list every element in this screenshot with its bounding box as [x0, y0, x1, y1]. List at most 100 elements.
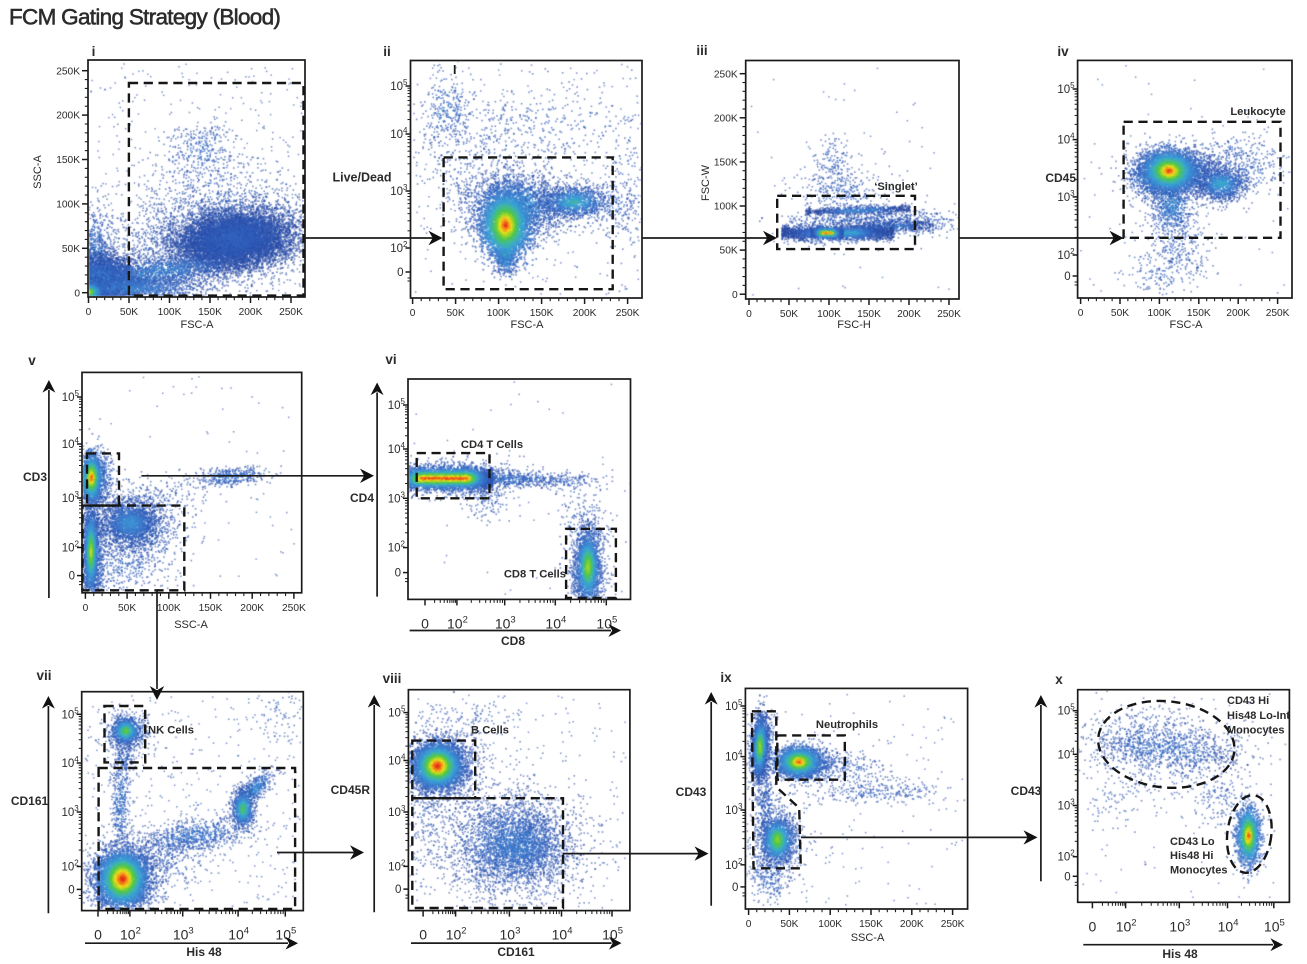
svg-text:50K: 50K [1111, 308, 1129, 319]
svg-text:Monocytes: Monocytes [1170, 865, 1227, 877]
svg-text:250K: 250K [282, 603, 306, 614]
svg-text:200K: 200K [897, 309, 921, 320]
svg-text:103: 103 [390, 183, 408, 198]
svg-text:FSC-A: FSC-A [1170, 319, 1204, 331]
svg-text:103: 103 [725, 802, 743, 817]
svg-text:150K: 150K [857, 309, 881, 320]
svg-text:102: 102 [62, 540, 80, 555]
svg-text:102: 102 [1057, 849, 1075, 864]
svg-text:x: x [1055, 672, 1063, 687]
svg-text:viii: viii [383, 671, 402, 686]
svg-text:103: 103 [388, 804, 406, 819]
svg-text:FSC-W: FSC-W [700, 164, 712, 201]
svg-text:100K: 100K [714, 202, 738, 213]
svg-text:FSC-A: FSC-A [511, 319, 545, 331]
svg-text:0: 0 [732, 290, 738, 301]
svg-text:102: 102 [1057, 247, 1075, 262]
svg-text:200K: 200K [240, 603, 264, 614]
svg-text:0: 0 [410, 308, 416, 319]
svg-text:105: 105 [1057, 81, 1075, 96]
svg-text:250K: 250K [1266, 308, 1290, 319]
svg-text:200K: 200K [56, 111, 80, 122]
svg-text:150K: 150K [714, 158, 738, 169]
svg-text:102: 102 [447, 614, 468, 631]
svg-text:His 48: His 48 [186, 945, 222, 959]
svg-text:105: 105 [62, 389, 80, 404]
svg-text:250K: 250K [56, 66, 80, 77]
svg-text:104: 104 [61, 755, 79, 770]
svg-text:105: 105 [390, 78, 408, 93]
svg-text:105: 105 [388, 397, 406, 412]
svg-text:CD45R: CD45R [331, 783, 371, 797]
svg-text:0: 0 [746, 309, 752, 320]
svg-text:105: 105 [61, 706, 79, 721]
svg-text:0: 0 [746, 919, 752, 930]
svg-text:104: 104 [552, 926, 573, 943]
svg-text:Leukocyte: Leukocyte [1230, 106, 1285, 118]
svg-text:SSC-A: SSC-A [32, 155, 44, 189]
svg-text:CD4: CD4 [350, 491, 374, 505]
svg-text:103: 103 [1057, 189, 1075, 204]
svg-text:50K: 50K [447, 308, 465, 319]
svg-text:102: 102 [446, 926, 467, 943]
svg-text:100K: 100K [818, 919, 842, 930]
svg-text:102: 102 [61, 859, 79, 874]
svg-text:200K: 200K [239, 307, 263, 318]
svg-text:102: 102 [390, 240, 408, 255]
svg-text:0: 0 [68, 884, 74, 896]
svg-text:CD45: CD45 [1045, 171, 1076, 185]
svg-text:100K: 100K [817, 309, 841, 320]
svg-text:102: 102 [725, 857, 743, 872]
svg-text:ii: ii [383, 44, 391, 59]
svg-text:CD43 Lo: CD43 Lo [1170, 836, 1215, 848]
svg-text:0: 0 [1089, 918, 1097, 934]
svg-text:105: 105 [275, 926, 296, 943]
svg-text:104: 104 [390, 126, 408, 141]
svg-text:105: 105 [725, 698, 743, 713]
svg-text:Monocytes: Monocytes [1227, 725, 1284, 737]
svg-text:0: 0 [1064, 871, 1070, 883]
svg-text:150K: 150K [859, 919, 883, 930]
svg-text:105: 105 [1264, 917, 1285, 934]
svg-text:iv: iv [1057, 44, 1069, 59]
svg-text:FSC-H: FSC-H [837, 319, 871, 331]
svg-text:105: 105 [602, 926, 623, 943]
svg-text:104: 104 [62, 436, 80, 451]
svg-text:104: 104 [545, 614, 566, 631]
svg-text:200K: 200K [573, 308, 597, 319]
svg-text:His48 Lo-Int: His48 Lo-Int [1227, 710, 1290, 722]
svg-text:102: 102 [120, 926, 141, 943]
svg-text:His 48: His 48 [1162, 947, 1198, 961]
svg-text:0: 0 [83, 603, 89, 614]
svg-text:102: 102 [388, 858, 406, 873]
svg-text:150K: 150K [56, 155, 80, 166]
svg-text:105: 105 [1057, 703, 1075, 718]
svg-text:CD161: CD161 [11, 794, 49, 808]
svg-text:CD8: CD8 [501, 634, 525, 648]
svg-text:Neutrophils: Neutrophils [816, 719, 878, 731]
svg-text:ix: ix [720, 670, 732, 685]
svg-text:0: 0 [395, 568, 401, 580]
svg-text:250K: 250K [616, 308, 640, 319]
svg-text:103: 103 [62, 490, 80, 505]
svg-text:200K: 200K [900, 919, 924, 930]
svg-text:0: 0 [395, 884, 401, 896]
svg-text:0: 0 [1078, 308, 1084, 319]
svg-text:100K: 100K [158, 307, 182, 318]
svg-text:250K: 250K [279, 307, 303, 318]
svg-text:0: 0 [69, 571, 75, 583]
svg-text:v: v [28, 353, 36, 368]
svg-text:vi: vi [385, 352, 396, 367]
svg-text:0: 0 [732, 882, 738, 894]
svg-text:103: 103 [1169, 917, 1190, 934]
svg-text:200K: 200K [1226, 308, 1250, 319]
svg-text:250K: 250K [937, 309, 961, 320]
svg-text:CD161: CD161 [497, 945, 535, 959]
svg-text:50K: 50K [720, 246, 738, 257]
svg-text:CD43: CD43 [676, 785, 707, 799]
svg-text:CD4 T Cells: CD4 T Cells [461, 439, 523, 451]
svg-text:i: i [92, 44, 96, 59]
svg-text:0: 0 [1064, 271, 1070, 283]
svg-text:100K: 100K [56, 200, 80, 211]
svg-text:250K: 250K [714, 69, 738, 80]
